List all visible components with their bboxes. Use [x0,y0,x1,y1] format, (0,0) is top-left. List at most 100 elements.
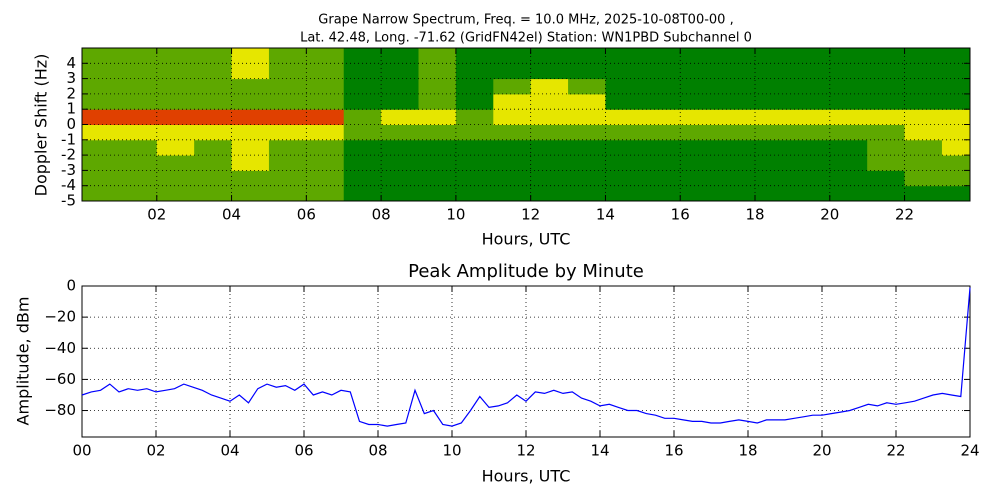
heatmap-cell [455,63,494,80]
chart-title: Grape Narrow Spectrum, Freq. = 10.0 MHz,… [318,13,733,28]
heatmap-cell [119,155,158,171]
heatmap-cell [119,78,158,95]
heatmap-cell [306,139,345,156]
heatmap-cell [717,48,756,64]
heatmap-cell [904,124,943,141]
heatmap-cell [381,78,420,95]
heatmap-cell [82,48,120,64]
heatmap-cell [455,185,494,202]
heatmap-cell [119,48,158,64]
heatmap-cell [605,93,644,110]
heatmap-cell [82,185,120,202]
heatmap-cell [82,155,120,171]
heatmap-cell [418,139,457,156]
heatmap-cell [904,93,943,110]
heatmap-cell [941,139,971,156]
y-tick-label: 1 [66,100,76,118]
heatmap-cell [343,155,382,171]
heatmap-cell [119,185,158,202]
heatmap-cell [306,124,345,141]
heatmap-cell [792,170,831,187]
heatmap-cell [568,139,606,156]
heatmap-cell [343,124,382,141]
heatmap-cell [829,93,868,110]
heatmap-cell [343,170,382,187]
heatmap-cell [381,139,420,156]
heatmap-cell [717,124,756,141]
heatmap-cell [605,109,644,125]
heatmap-cell [455,93,494,110]
x-tick-label: 00 [72,442,91,460]
heatmap-cell [642,170,681,187]
heatmap-cell [941,185,971,202]
heatmap-cell [717,185,756,202]
heatmap-cell [381,109,420,125]
plot-frame [81,285,971,438]
heatmap-cell [530,155,569,171]
heatmap-cell [755,93,793,110]
heatmap-cell [455,155,494,171]
heatmap-cell [829,124,868,141]
heatmap-cell [231,48,270,64]
heatmap-cell [680,155,719,171]
heatmap-cell [829,139,868,156]
heatmap-cell [904,170,943,187]
heatmap-cell [530,63,569,80]
heatmap-cell [568,185,606,202]
heatmap-cell [493,124,532,141]
heatmap-cell [82,139,120,156]
heatmap-cell [904,185,943,202]
heatmap-cell [642,155,681,171]
heatmap-cell [381,63,420,80]
y-tick-label: 4 [66,54,76,72]
heatmap-cell [867,139,906,156]
heatmap-cell [343,109,382,125]
heatmap-cell [418,124,457,141]
heatmap-cell [418,185,457,202]
heatmap-cell [530,185,569,202]
heatmap-cell [941,155,971,171]
heatmap-cell [792,78,831,95]
heatmap-cell [568,155,606,171]
heatmap-cell [306,78,345,95]
heatmap-cell [680,63,719,80]
y-axis-label: Amplitude, dBm [14,297,33,426]
heatmap-cell [194,93,233,110]
heatmap-cell [568,170,606,187]
heatmap-cell [829,109,868,125]
heatmap-cell [568,93,606,110]
x-tick-label: 14 [596,206,615,224]
y-tick-label: 3 [66,69,76,87]
heatmap-cell [605,170,644,187]
heatmap-cell [194,139,233,156]
heatmap-cell [194,124,233,141]
heatmap-cell [530,48,569,64]
heatmap-cell [530,124,569,141]
heatmap-cell [343,139,382,156]
heatmap-cell [792,139,831,156]
heatmap-cell [530,170,569,187]
heatmap-cell [455,139,494,156]
x-tick-label: 08 [372,206,391,224]
heatmap-cell [194,48,233,64]
x-tick-label: 04 [220,442,239,460]
heatmap-cell [455,78,494,95]
heatmap-cell [755,124,793,141]
heatmap-cell [829,185,868,202]
heatmap-cell [680,93,719,110]
heatmap-cell [231,185,270,202]
heatmap-cell [268,63,307,80]
heatmap-cell [381,170,420,187]
heatmap-cell [605,124,644,141]
heatmap-cell [792,124,831,141]
heatmap-cell [680,170,719,187]
heatmap-cell [194,109,233,125]
heatmap-cell [156,124,195,141]
heatmap-cell [717,78,756,95]
heatmap-cell [755,170,793,187]
y-tick-label: -4 [61,176,76,194]
heatmap-cell [343,63,382,80]
x-tick-label: 22 [895,206,914,224]
heatmap-cell [381,124,420,141]
heatmap-cell [941,63,971,80]
